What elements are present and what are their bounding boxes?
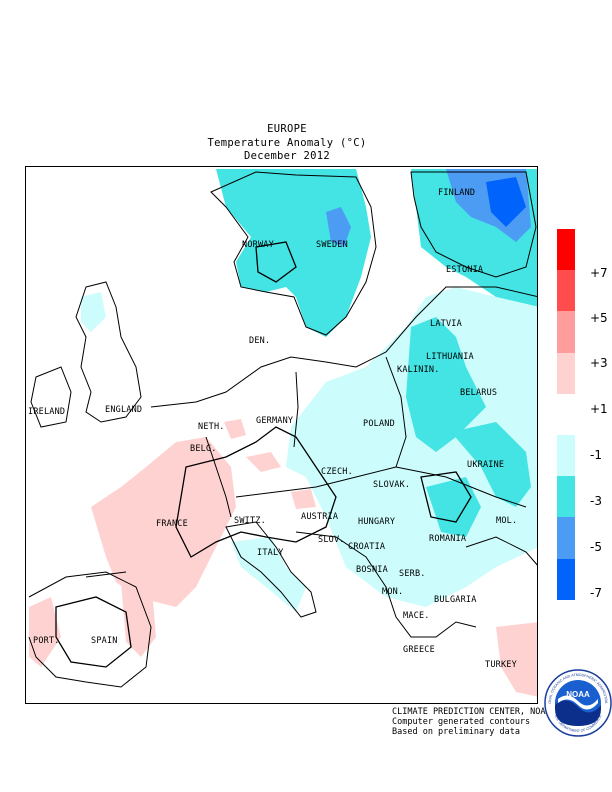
label-belgium: BELG. <box>190 444 217 454</box>
label-poland: POLAND <box>363 419 395 429</box>
scale-tick-label: +1 <box>590 402 608 416</box>
scale-swatch <box>557 393 575 435</box>
border-poland-east <box>385 356 407 468</box>
label-kalinin: KALININ. <box>397 365 440 375</box>
map-graphics <box>28 169 537 697</box>
map-title-quantity: Temperature Anomaly (°C) <box>207 137 367 149</box>
label-italy: ITALY <box>257 548 284 558</box>
coast-balkans <box>295 531 477 638</box>
fill-france-warm <box>91 437 236 607</box>
contour-zero-east <box>420 471 472 523</box>
scale-tick-label: -3 <box>590 494 602 508</box>
label-moldova: MOL. <box>496 516 518 526</box>
label-hungary: HUNGARY <box>358 517 396 527</box>
label-slovakia: SLOVAK. <box>373 480 411 490</box>
coast-italy <box>225 521 317 618</box>
label-belarus: BELARUS <box>460 388 498 398</box>
label-estonia: ESTONIA <box>446 265 484 275</box>
label-latvia: LATVIA <box>430 319 462 329</box>
coast-continent <box>150 286 537 408</box>
fill-germany-warm-1 <box>224 419 246 439</box>
fill-bulgaria-cool <box>386 537 466 597</box>
scale-tick-label: +7 <box>590 266 608 280</box>
map-title-period: December 2012 <box>243 150 331 162</box>
label-portugal: PORT. <box>33 636 60 646</box>
border-germany-poland <box>293 371 299 448</box>
scale-swatch <box>557 311 575 353</box>
label-spain: SPAIN <box>91 636 118 646</box>
credit-line-1: CLIMATE PREDICTION CENTER, NOAA <box>392 707 551 717</box>
fill-east-cool <box>406 317 486 452</box>
label-france: FRANCE <box>156 519 188 529</box>
noaa-logo-icon: NOAA NATIONAL OCEANIC AND ATMOSPHERIC AD… <box>543 666 612 737</box>
label-czech: CZECH. <box>321 467 353 477</box>
credit-line-2: Computer generated contours <box>392 717 531 727</box>
scale-swatch <box>557 476 575 518</box>
label-serbia: SERB. <box>399 569 426 579</box>
border-central <box>235 466 397 498</box>
border-ukraine <box>395 466 527 508</box>
fill-scotland-cool <box>81 292 106 332</box>
label-macedonia: MACE. <box>403 611 430 621</box>
scale-swatch <box>557 517 575 559</box>
label-austria: AUSTRIA <box>301 512 339 522</box>
scale-tick-label: +5 <box>590 311 608 325</box>
fill-italy-light-cool <box>231 537 306 612</box>
contour-zero-iberia <box>55 596 132 668</box>
credit-line-3: Based on preliminary data <box>392 727 520 737</box>
scale-tick-label: -1 <box>590 448 602 462</box>
coast-britain <box>75 281 142 423</box>
label-romania: ROMANIA <box>429 534 467 544</box>
scale-swatch <box>557 352 575 394</box>
label-ireland: IRELAND <box>28 407 66 417</box>
label-finland: FINLAND <box>438 188 476 198</box>
label-greece: GREECE <box>403 645 435 655</box>
fill-iberia-warm-2 <box>29 597 61 667</box>
noaa-logo-text: NOAA <box>566 690 590 699</box>
label-norway: NORWAY <box>242 240 274 250</box>
fill-ukraine-cool <box>451 422 531 507</box>
fill-finland-colder <box>486 177 526 227</box>
label-sweden: SWEDEN <box>316 240 348 250</box>
label-germany: GERMANY <box>256 416 294 426</box>
contour-zero-central <box>175 426 337 558</box>
coast-scandinavia <box>210 171 377 336</box>
coast-iberia <box>28 571 152 688</box>
scale-swatch <box>557 434 575 477</box>
fill-east-light-cool <box>286 287 537 607</box>
scale-swatch <box>557 558 575 600</box>
scale-tick-label: -5 <box>590 540 602 554</box>
scale-swatch <box>557 229 575 271</box>
label-turkey: TURKEY <box>485 660 517 670</box>
coast-blacksea <box>465 536 537 566</box>
fill-turkey-warm <box>496 622 537 697</box>
scale-tick-label: -7 <box>590 586 602 600</box>
fill-sweden-cold <box>326 207 351 247</box>
label-slovenia: SLOV. <box>318 535 345 545</box>
border-france-germany <box>205 436 232 518</box>
label-bulgaria: BULGARIA <box>434 595 477 605</box>
coast-finland <box>410 171 537 278</box>
anomaly-map: FINLAND NORWAY SWEDEN ESTONIA LATVIA LIT… <box>25 166 538 704</box>
label-england: ENGLAND <box>105 405 143 415</box>
map-title-region: EUROPE <box>267 123 307 135</box>
coast-ireland <box>30 366 72 428</box>
label-bosnia: BOSNIA <box>356 565 388 575</box>
fill-germany-warm-2 <box>246 452 281 472</box>
color-scale <box>557 229 575 641</box>
border-pyrenees <box>85 571 127 578</box>
label-montenegro: MON. <box>382 587 404 597</box>
scale-tick-label: +3 <box>590 356 608 370</box>
label-denmark: DEN. <box>249 336 271 346</box>
scale-swatch <box>557 270 575 312</box>
label-lithuania: LITHUANIA <box>426 352 474 362</box>
label-croatia: CROATIA <box>348 542 386 552</box>
label-netherlands: NETH. <box>198 422 225 432</box>
fill-alps-warm <box>291 489 316 509</box>
contour-zero-norway <box>255 241 297 283</box>
label-ukraine: UKRAINE <box>467 460 505 470</box>
label-switzerland: SWITZ. <box>234 516 266 526</box>
